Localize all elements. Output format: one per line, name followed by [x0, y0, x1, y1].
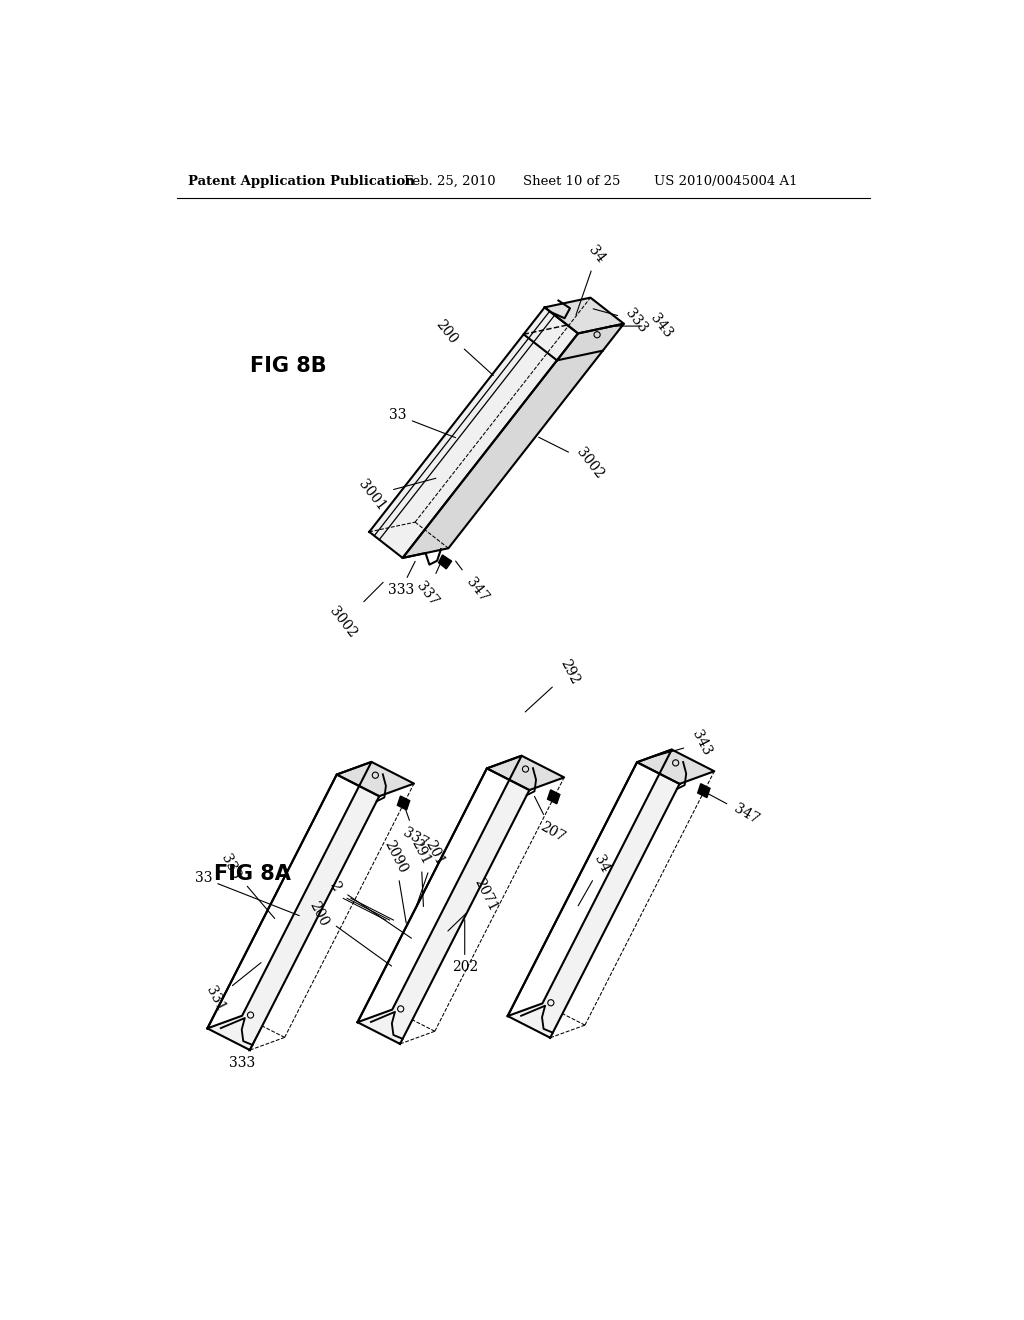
- Text: 333: 333: [229, 1027, 261, 1071]
- Text: 200: 200: [307, 899, 391, 966]
- Polygon shape: [637, 750, 715, 784]
- Text: 201: 201: [417, 838, 447, 906]
- Text: 2090: 2090: [381, 838, 410, 923]
- Text: 333: 333: [593, 306, 650, 335]
- Text: FIG 8B: FIG 8B: [250, 356, 327, 376]
- Text: 2071: 2071: [447, 876, 500, 931]
- Polygon shape: [208, 762, 372, 1028]
- Text: 343: 343: [650, 729, 714, 758]
- Text: 3002: 3002: [327, 582, 383, 640]
- Text: Patent Application Publication: Patent Application Publication: [188, 176, 415, 187]
- Polygon shape: [357, 768, 529, 1044]
- Polygon shape: [697, 784, 710, 797]
- Text: 331: 331: [203, 962, 261, 1014]
- Text: 33: 33: [195, 871, 299, 916]
- Text: 347: 347: [456, 561, 490, 605]
- Polygon shape: [397, 796, 410, 810]
- Text: Feb. 25, 2010: Feb. 25, 2010: [403, 176, 496, 187]
- Polygon shape: [208, 775, 379, 1051]
- Text: 337: 337: [414, 561, 441, 609]
- Polygon shape: [370, 308, 578, 558]
- Text: 333: 333: [388, 561, 415, 597]
- Text: 333: 333: [218, 851, 274, 919]
- Polygon shape: [402, 323, 624, 558]
- Polygon shape: [508, 762, 680, 1038]
- Polygon shape: [545, 297, 624, 334]
- Text: 347: 347: [707, 793, 762, 828]
- Text: 343: 343: [610, 312, 675, 341]
- Text: Sheet 10 of 25: Sheet 10 of 25: [523, 176, 621, 187]
- Text: 200: 200: [432, 318, 494, 375]
- Text: 207: 207: [535, 796, 567, 845]
- Text: 3001: 3001: [355, 477, 436, 513]
- Polygon shape: [337, 762, 414, 796]
- Text: FIG 8A: FIG 8A: [214, 865, 291, 884]
- Text: 292: 292: [525, 656, 582, 711]
- Polygon shape: [357, 756, 521, 1022]
- Polygon shape: [486, 756, 564, 791]
- Text: 34: 34: [579, 854, 612, 906]
- Text: 2: 2: [327, 879, 412, 939]
- Text: 34: 34: [577, 243, 608, 315]
- Polygon shape: [548, 789, 560, 804]
- Text: 337: 337: [401, 807, 431, 851]
- Text: 202: 202: [452, 920, 478, 974]
- Text: 3002: 3002: [539, 437, 606, 480]
- Text: 291: 291: [409, 837, 433, 907]
- Polygon shape: [438, 554, 452, 569]
- Text: US 2010/0045004 A1: US 2010/0045004 A1: [654, 176, 798, 187]
- Text: 33: 33: [389, 408, 456, 438]
- Polygon shape: [508, 750, 672, 1016]
